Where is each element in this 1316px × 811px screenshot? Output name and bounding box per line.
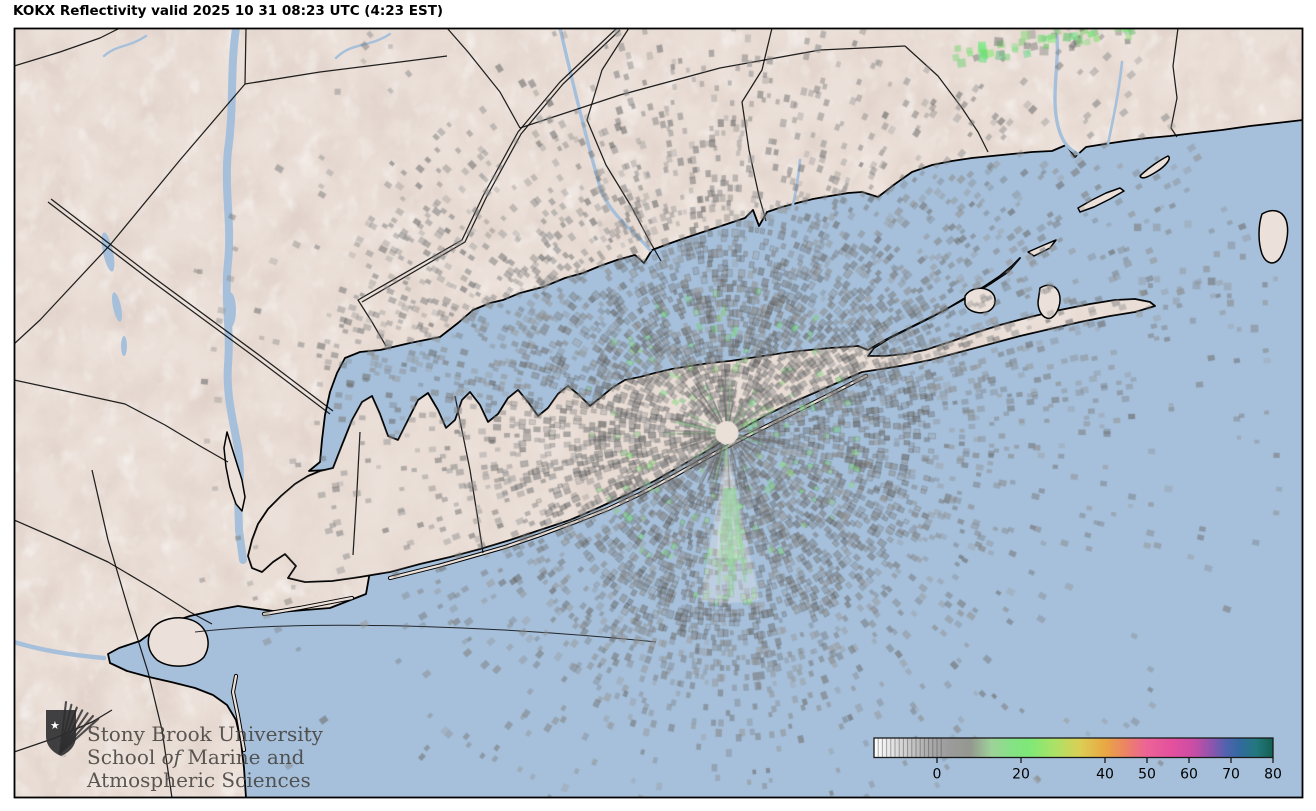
sbu-shield-icon: ★ [46, 700, 100, 756]
logo-line-3: Atmospheric Sciences [86, 768, 311, 792]
sbu-logo: ★ Stony Brook University School of Marin… [46, 700, 324, 792]
colorbar-tick-label: 40 [1096, 767, 1114, 783]
logo-line-2: School of Marine and [87, 745, 305, 769]
colorbar-tick-label: 0 [933, 767, 942, 783]
colorbar-tick-label: 60 [1180, 767, 1198, 783]
colorbar: 0 20 40 50 60 70 80 [873, 737, 1282, 783]
colorbar-tick-label: 80 [1264, 767, 1282, 783]
logo-line-1: Stony Brook University [87, 722, 324, 746]
colorbar-tick-label: 70 [1222, 767, 1240, 783]
colorbar-tick-label: 20 [1012, 767, 1030, 783]
star-icon: ★ [50, 719, 60, 732]
map-frame [13, 27, 1304, 799]
colorbar-tick-label: 50 [1138, 767, 1156, 783]
